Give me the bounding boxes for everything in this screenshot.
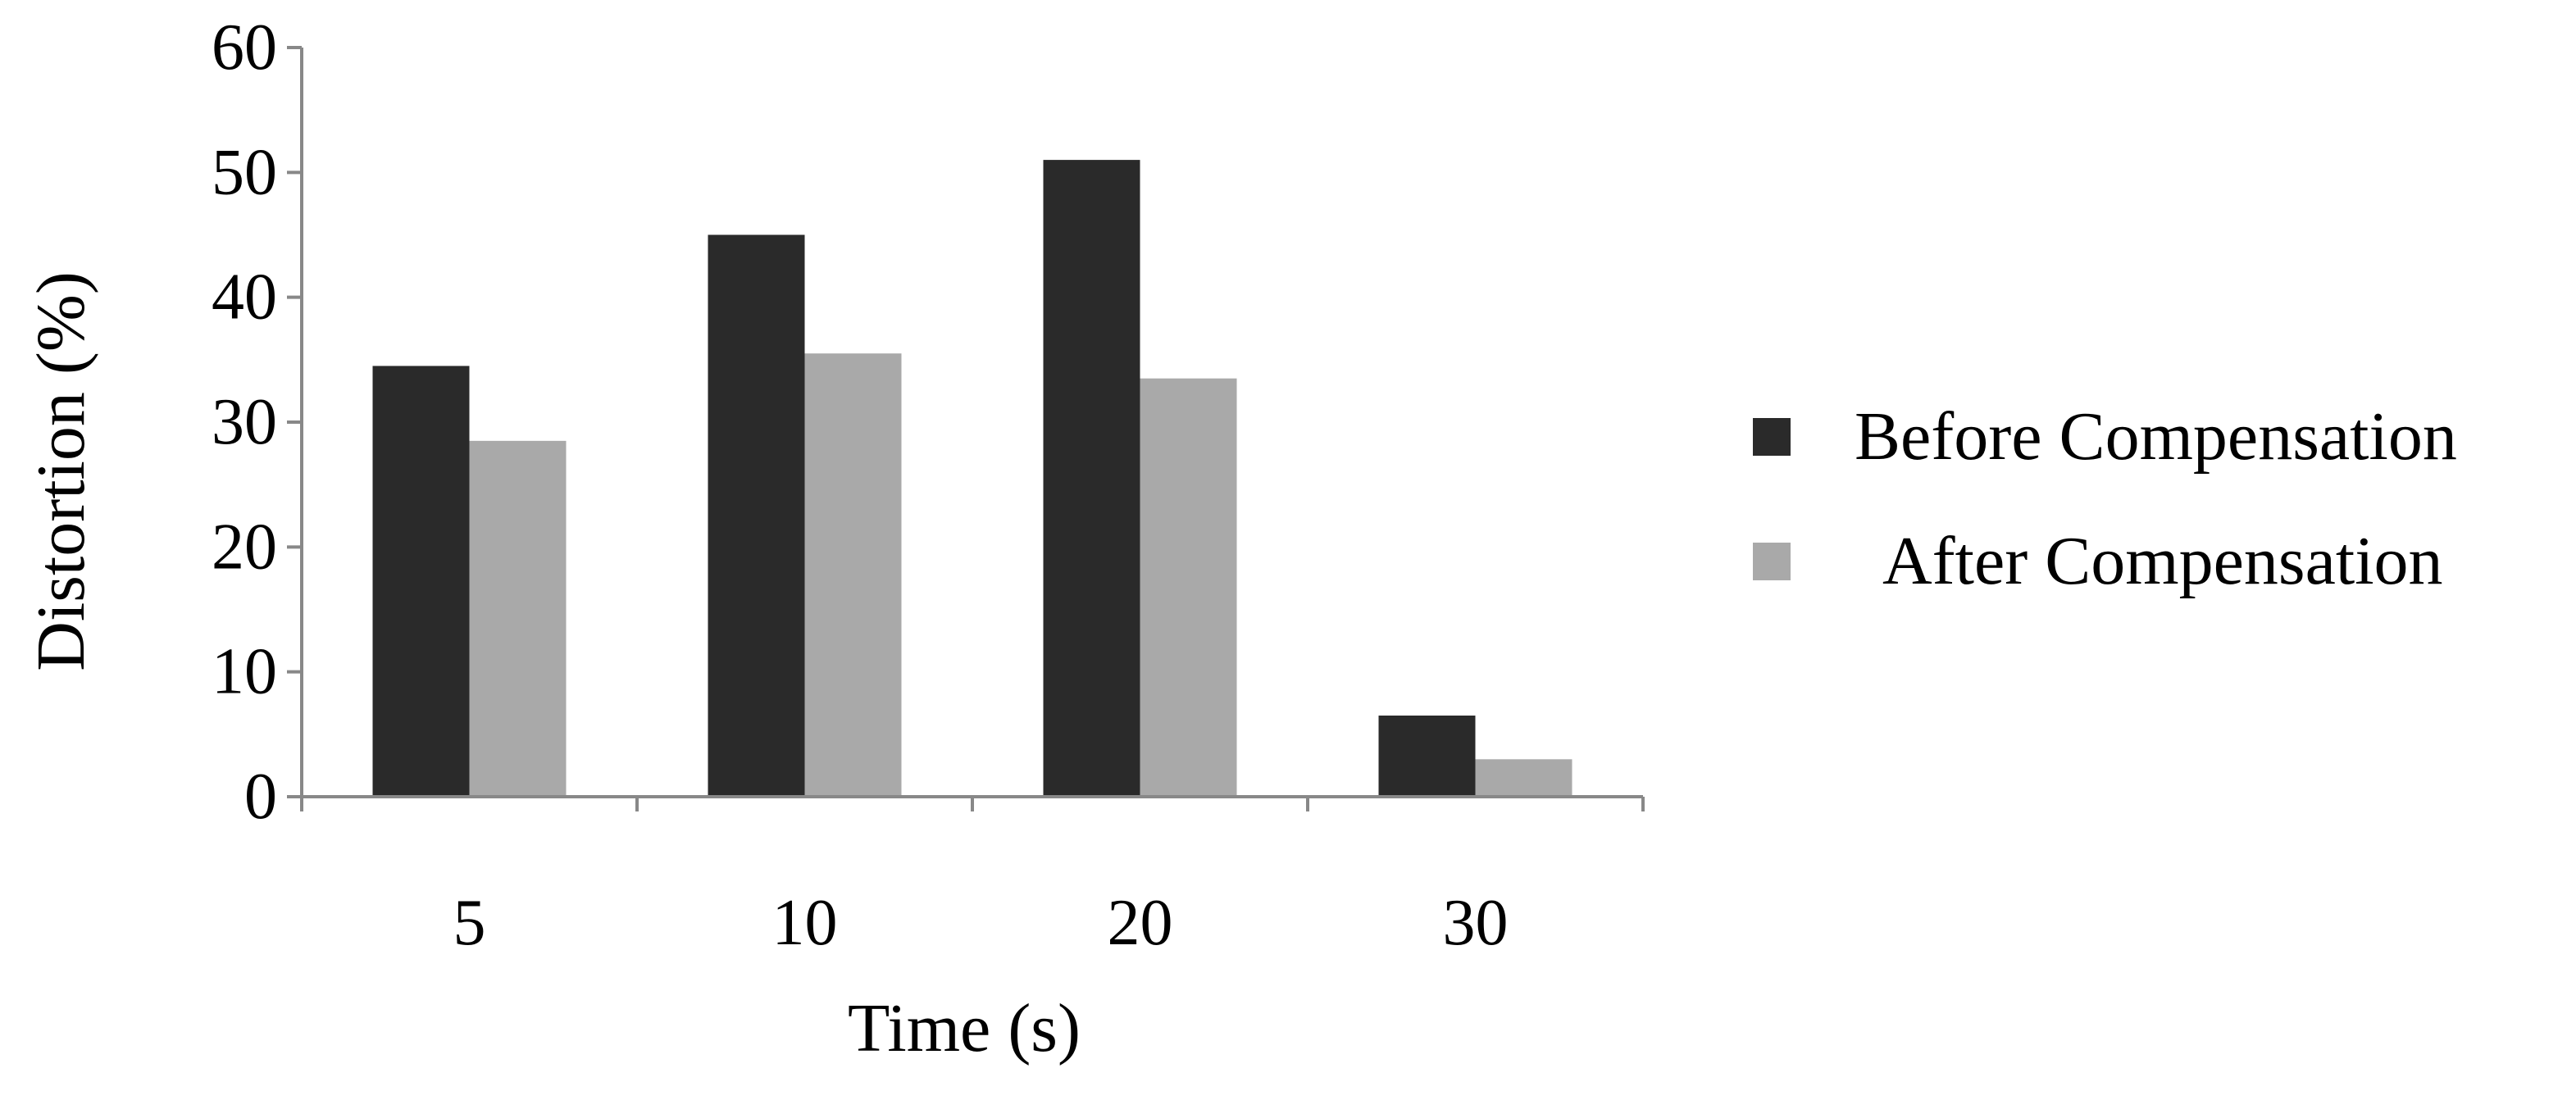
y-axis-title: Distortion (%) (23, 271, 99, 671)
legend-swatch (1753, 418, 1791, 456)
x-tick-label: 10 (772, 887, 838, 959)
bar-after-compensation-30 (1475, 759, 1572, 797)
legend: Before Compensation After Compensation (1753, 398, 2457, 599)
y-tick-label: 10 (212, 636, 277, 708)
x-axis-title: Time (s) (848, 990, 1081, 1066)
y-tick-label: 20 (212, 511, 277, 583)
y-tick-label: 0 (244, 761, 277, 833)
y-tick-label: 40 (212, 261, 277, 334)
bar-after-compensation-5 (469, 440, 567, 797)
y-tick-label: 60 (212, 11, 277, 84)
bar-after-compensation-10 (804, 353, 902, 797)
y-tick-label: 50 (212, 136, 277, 208)
y-tick-label: 30 (212, 386, 277, 458)
x-tick-label: 30 (1443, 887, 1509, 959)
bars-layer (372, 160, 1572, 798)
legend-label: Before Compensation (1855, 398, 2457, 475)
bar-before-compensation-20 (1043, 160, 1140, 798)
bar-before-compensation-10 (708, 234, 805, 797)
bar-before-compensation-30 (1378, 715, 1476, 797)
x-tick-label: 5 (453, 887, 486, 959)
bar-before-compensation-5 (372, 366, 470, 797)
legend-label: After Compensation (1882, 523, 2443, 599)
ticks-layer: 0 10 20 30 40 50 60 5 10 20 30 (212, 11, 1645, 959)
labels-layer: Time (s) Distortion (%) (23, 271, 1081, 1066)
legend-swatch (1753, 543, 1791, 580)
bar-after-compensation-20 (1140, 378, 1237, 797)
x-tick-label: 20 (1108, 887, 1173, 959)
